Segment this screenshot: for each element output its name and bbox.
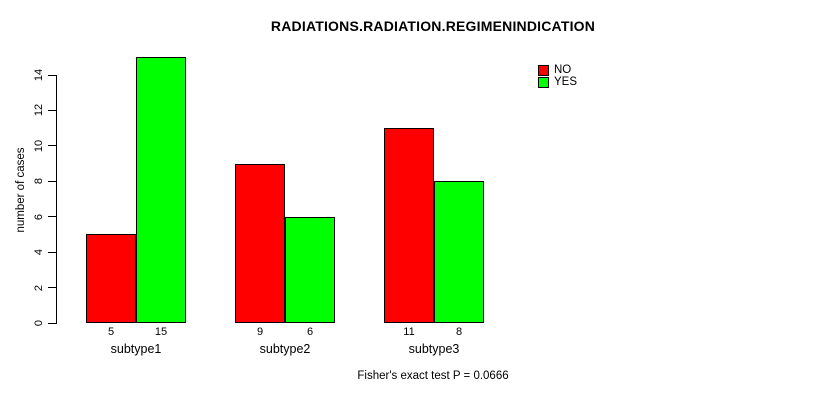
bar-yes-subtype1 <box>136 57 186 323</box>
legend-item-yes: YES <box>538 76 577 88</box>
legend-label: YES <box>554 76 578 88</box>
y-tick-label: 4 <box>33 249 45 256</box>
legend-swatch <box>538 76 549 88</box>
y-tick-label: 6 <box>33 213 45 220</box>
y-tick-mark <box>48 287 56 289</box>
y-tick-mark <box>48 251 56 253</box>
y-tick-label: 8 <box>33 178 45 185</box>
y-tick-label: 12 <box>33 104 45 117</box>
y-tick-mark <box>48 180 56 182</box>
bar-value-label: 15 <box>154 326 168 338</box>
bar-value-label: 9 <box>256 326 264 338</box>
y-tick-label: 2 <box>33 284 45 291</box>
bar-value-label: 11 <box>403 326 415 338</box>
legend: NO YES <box>538 64 577 88</box>
bar-yes-subtype3 <box>434 181 484 323</box>
bar-no-subtype1 <box>86 234 136 323</box>
chart-title: RADIATIONS.RADIATION.REGIMENINDICATION <box>270 18 596 34</box>
y-tick-label: 10 <box>33 139 45 152</box>
y-tick-mark <box>48 216 56 218</box>
legend-swatch <box>538 64 549 76</box>
legend-label: NO <box>554 64 572 76</box>
y-axis-line <box>56 75 57 324</box>
y-tick-mark <box>48 109 56 111</box>
bar-no-subtype2 <box>235 163 285 323</box>
y-axis-label: number of cases <box>15 147 27 233</box>
x-category-label: subtype3 <box>408 342 460 356</box>
annotation-fisher-test: Fisher's exact test P = 0.0666 <box>357 370 509 382</box>
y-tick-mark <box>48 145 56 147</box>
legend-item-no: NO <box>538 64 577 76</box>
y-tick-mark <box>48 322 56 324</box>
bar-yes-subtype2 <box>285 216 335 323</box>
y-tick-label: 0 <box>33 319 45 327</box>
bar-value-label: 5 <box>107 326 115 338</box>
bar-value-label: 8 <box>455 326 463 338</box>
bar-value-label: 6 <box>306 326 314 338</box>
bar-no-subtype3 <box>384 128 434 323</box>
y-tick-label: 14 <box>33 68 45 82</box>
y-tick-mark <box>48 74 56 76</box>
x-category-label: subtype1 <box>110 342 162 356</box>
x-category-label: subtype2 <box>259 342 311 356</box>
